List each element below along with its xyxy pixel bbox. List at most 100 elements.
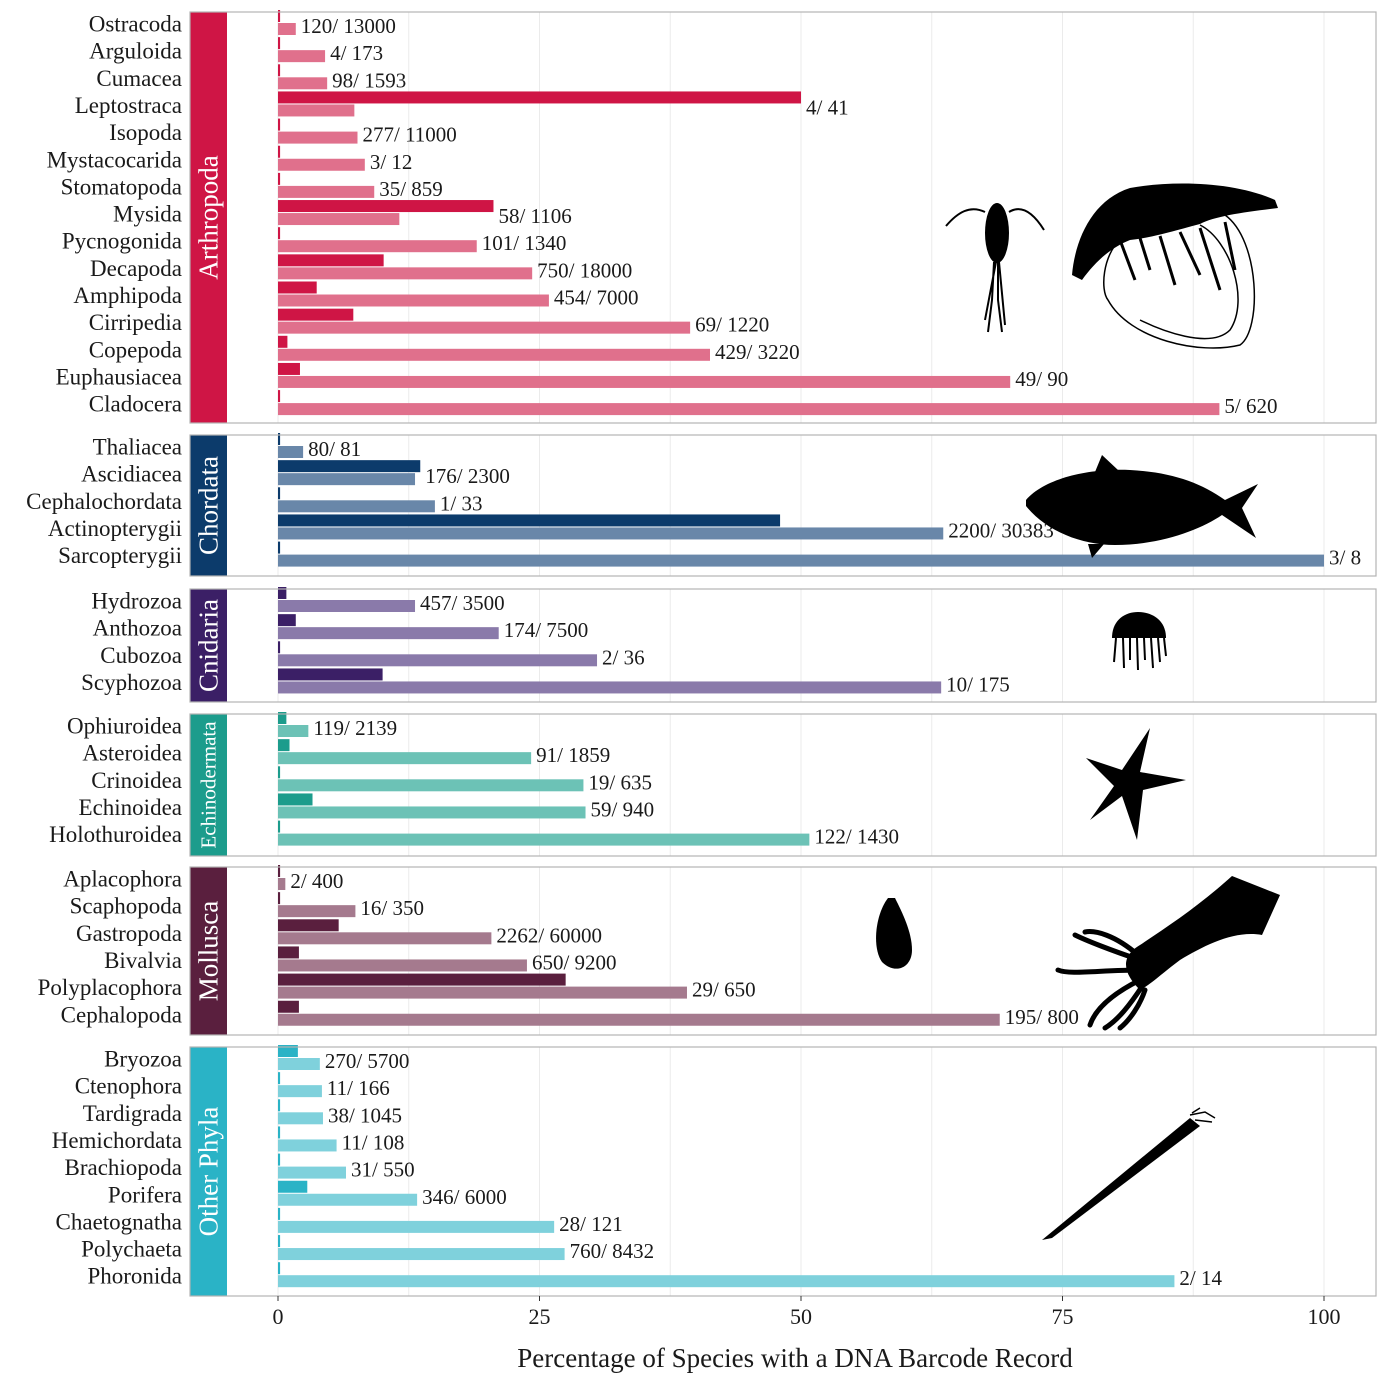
bar-primary: [278, 200, 494, 213]
phylum-strip: [190, 12, 227, 423]
bar-value-label: 58/ 1106: [498, 204, 571, 228]
bar-primary: [278, 514, 781, 527]
bar-row: Gastropoda 2262/ 60000: [76, 919, 602, 947]
row-name-label: Cubozoa: [100, 643, 182, 668]
phylum-label: Chordata: [194, 456, 224, 555]
bar-row: Euphausiacea 49/ 90: [56, 362, 1068, 391]
row-name-label: Porifera: [108, 1182, 182, 1207]
bar-value-label: 120/ 13000: [301, 14, 396, 38]
row-name-label: Mysida: [113, 202, 182, 227]
bar-secondary: [278, 986, 687, 999]
bar-value-label: 3/ 8: [1329, 546, 1361, 570]
bar-row: Cumacea 98/ 1593: [96, 64, 406, 92]
x-tick-label: 50: [790, 1304, 812, 1329]
bar-primary: [278, 487, 281, 500]
bar-secondary: [278, 833, 810, 846]
x-tick-label: 0: [273, 1304, 284, 1329]
row-name-label: Ostracoda: [89, 12, 182, 37]
bar-primary: [278, 433, 281, 445]
bar-row: Phoronida 2/ 14: [87, 1262, 1223, 1290]
bar-row: Isopoda 277/ 11000: [109, 118, 457, 147]
bar-primary: [278, 145, 281, 158]
bar-primary: [278, 1000, 299, 1013]
bar-value-label: 174/ 7500: [504, 618, 589, 642]
bar-row: Cirripedia 69/ 1220: [89, 308, 769, 337]
bar-row: Decapoda 750/ 18000: [90, 254, 632, 282]
bar-value-label: 122/ 1430: [814, 825, 899, 849]
bar-value-label: 4/ 41: [806, 95, 849, 119]
bar-primary: [278, 793, 313, 806]
bar-row: Crinoidea 19/ 635: [91, 766, 652, 794]
shrimp-silhouette-icon: [1072, 183, 1278, 349]
bar-primary: [278, 865, 281, 877]
row-name-label: Holothuroidea: [49, 822, 182, 847]
row-name-label: Asteroidea: [82, 741, 182, 766]
bar-row: Pycnogonida 101/ 1340: [62, 227, 566, 255]
bar-secondary: [278, 500, 435, 513]
bar-value-label: 11/ 108: [342, 1130, 405, 1154]
bar-secondary: [278, 725, 309, 737]
bar-value-label: 35/ 859: [379, 177, 443, 201]
bar-primary: [278, 739, 290, 752]
bar-secondary: [278, 23, 296, 35]
bar-row: Copepoda 429/ 3220: [89, 335, 800, 364]
bar-row: Cephalopoda 195/ 800: [61, 1000, 1079, 1029]
snail-shell-silhouette-icon: [876, 898, 912, 969]
bar-primary: [278, 820, 281, 833]
bar-primary: [278, 641, 281, 654]
bar-primary: [278, 587, 287, 599]
facet-panels: Arthropoda Ostracoda 120/ 13000 Arguloida 4/…: [26, 10, 1377, 1297]
panel-mollusca: Mollusca Aplacophora 2/ 400 Scaphopoda 16/ 3…: [38, 865, 1377, 1036]
squid-silhouette-icon: [1055, 876, 1280, 1031]
bar-value-label: 176/ 2300: [425, 464, 510, 488]
x-axis: Percentage of Species with a DNA Barcode…: [273, 1296, 1341, 1373]
bar-row: Cubozoa 2/ 36: [100, 641, 645, 669]
row-name-label: Chaetognatha: [56, 1209, 182, 1234]
bar-value-label: 2/ 14: [1179, 1266, 1222, 1290]
bar-row: Cladocera 5/ 620: [89, 390, 1277, 418]
bar-primary: [278, 1045, 298, 1057]
phylum-strip: [190, 589, 227, 702]
jellyfish-silhouette-icon: [1112, 612, 1167, 671]
bar-secondary: [278, 185, 375, 198]
bar-value-label: 98/ 1593: [332, 68, 406, 92]
bar-row: Bivalvia 650/ 9200: [104, 946, 617, 974]
phylum-label: Echinodermata: [197, 721, 221, 849]
bar-secondary: [278, 527, 944, 540]
row-name-label: Cladocera: [89, 392, 182, 417]
bar-row: Sarcopterygii 3/ 8: [58, 541, 1361, 570]
row-name-label: Arguloida: [89, 39, 182, 64]
bar-primary: [278, 91, 801, 104]
phylum-strip: [190, 435, 227, 576]
panel-border: [189, 588, 1377, 703]
bar-secondary: [278, 654, 598, 667]
bar-secondary: [278, 321, 691, 334]
bar-primary: [278, 919, 339, 932]
bar-primary: [278, 541, 281, 554]
row-name-label: Isopoda: [109, 120, 182, 145]
bar-primary: [278, 281, 317, 294]
bar-row: Ostracoda 120/ 13000: [89, 10, 396, 38]
bar-secondary: [278, 131, 358, 144]
bar-secondary: [278, 104, 355, 117]
worm-silhouette-icon: [1042, 1107, 1216, 1240]
panel-border: [189, 1046, 1377, 1297]
bar-secondary: [278, 77, 328, 90]
bar-value-label: 38/ 1045: [328, 1103, 402, 1127]
bar-primary: [278, 1207, 281, 1220]
panel-arthropoda: Arthropoda Ostracoda 120/ 13000 Arguloida 4/…: [47, 10, 1377, 424]
bar-row: Polychaeta 760/ 8432: [81, 1235, 654, 1263]
row-name-label: Cephalopoda: [61, 1002, 182, 1027]
row-name-label: Hemichordata: [52, 1128, 182, 1153]
bar-row: Asteroidea 91/ 1859: [82, 739, 610, 767]
bar-value-label: 270/ 5700: [325, 1049, 410, 1073]
x-tick-label: 100: [1308, 1304, 1341, 1329]
row-name-label: Thaliacea: [93, 435, 182, 460]
row-name-label: Actinopterygii: [48, 516, 182, 541]
bar-primary: [278, 1235, 281, 1248]
row-name-label: Pycnogonida: [62, 229, 182, 254]
bar-value-label: 59/ 940: [591, 797, 655, 821]
row-name-label: Sarcopterygii: [58, 543, 182, 568]
bar-value-label: 2/ 400: [290, 869, 343, 893]
